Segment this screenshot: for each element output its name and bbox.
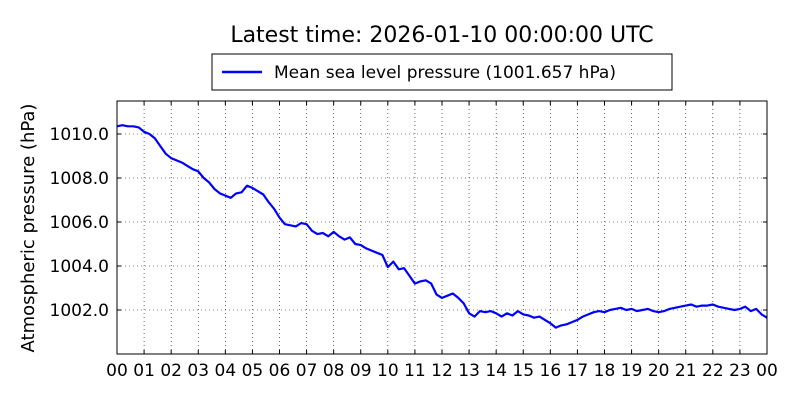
x-tick-label: 04 <box>215 361 237 381</box>
x-tick-label: 21 <box>675 361 697 381</box>
x-tick-label: 10 <box>377 361 399 381</box>
x-tick-label: 15 <box>512 361 534 381</box>
y-tick-label: 1002.0 <box>50 301 109 321</box>
x-tick-label: 12 <box>431 361 453 381</box>
x-tick-label: 13 <box>458 361 480 381</box>
x-tick-label: 00 <box>756 361 778 381</box>
x-tick-label: 22 <box>702 361 724 381</box>
x-tick-label: 03 <box>187 361 209 381</box>
y-tick-label: 1006.0 <box>50 213 109 233</box>
x-tick-label: 05 <box>242 361 264 381</box>
x-tick-label: 08 <box>323 361 345 381</box>
x-tick-label: 11 <box>404 361 426 381</box>
series-line <box>117 125 767 327</box>
x-tick-label: 18 <box>594 361 616 381</box>
x-tick-label: 00 <box>106 361 128 381</box>
x-tick-label: 19 <box>621 361 643 381</box>
x-tick-label: 17 <box>567 361 589 381</box>
grid <box>117 101 767 354</box>
x-tick-label: 07 <box>296 361 318 381</box>
legend-label: Mean sea level pressure (1001.657 hPa) <box>274 63 616 83</box>
x-tick-label: 14 <box>485 361 507 381</box>
chart-title: Latest time: 2026-01-10 00:00:00 UTC <box>230 23 653 48</box>
x-tick-label: 23 <box>729 361 751 381</box>
y-axis-label: Atmospheric pressure (hPa) <box>18 104 39 353</box>
x-tick-label: 09 <box>350 361 372 381</box>
x-tick-label: 16 <box>540 361 562 381</box>
y-tick-label: 1010.0 <box>50 125 109 145</box>
x-tick-label: 06 <box>269 361 291 381</box>
x-tick-label: 01 <box>133 361 155 381</box>
series-group <box>117 125 767 327</box>
y-tick-label: 1008.0 <box>50 169 109 189</box>
y-tick-label: 1004.0 <box>50 257 109 277</box>
legend: Mean sea level pressure (1001.657 hPa) <box>212 54 672 90</box>
x-tick-label: 20 <box>648 361 670 381</box>
x-tick-label: 02 <box>160 361 182 381</box>
plot-frame <box>117 101 767 354</box>
